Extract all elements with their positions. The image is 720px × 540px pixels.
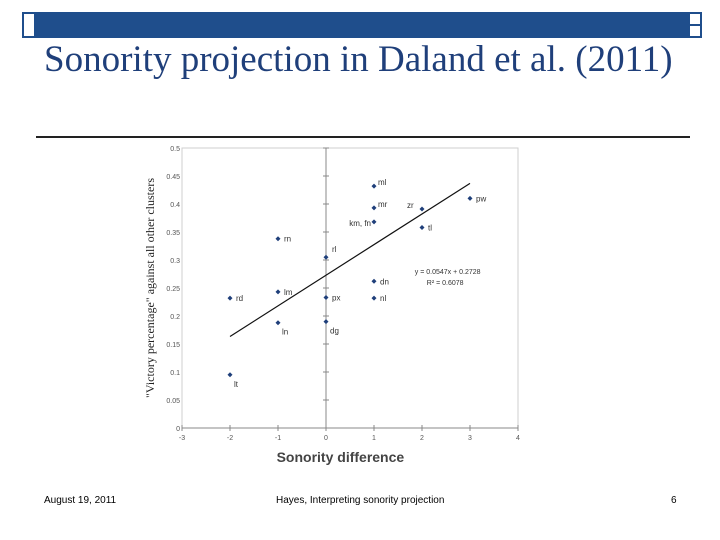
point-label: zr <box>407 201 414 210</box>
x-tick-label: 2 <box>420 435 424 442</box>
y-tick-label: 0.35 <box>166 230 180 237</box>
footer-date: August 19, 2011 <box>44 495 117 506</box>
data-point <box>227 295 233 301</box>
point-label: tl <box>428 224 432 233</box>
x-tick-label: 0 <box>324 435 328 442</box>
y-tick-label: 0.45 <box>166 174 180 181</box>
data-point <box>323 319 329 325</box>
x-tick-label: 3 <box>468 435 472 442</box>
page-number: 6 <box>671 495 677 506</box>
y-tick-label: 0.1 <box>170 370 180 377</box>
plot-area <box>181 147 519 429</box>
data-point <box>323 254 329 260</box>
data-point <box>371 205 377 211</box>
footer-title: Hayes, Interpreting sonority projection <box>276 495 445 506</box>
point-label: dn <box>380 277 389 286</box>
title-divider <box>36 136 690 138</box>
x-tick-label: 4 <box>516 435 520 442</box>
y-tick-label: 0.15 <box>166 342 180 349</box>
decorative-square-right-inner <box>688 24 702 38</box>
data-point <box>419 206 425 212</box>
y-tick-label: 0.5 <box>170 146 180 153</box>
x-tick-label: -3 <box>179 435 185 442</box>
data-point <box>371 183 377 189</box>
point-label: nl <box>380 294 386 303</box>
data-point <box>275 320 281 326</box>
x-tick-label: 1 <box>372 435 376 442</box>
data-point <box>323 295 329 301</box>
y-tick-label: 0.05 <box>166 398 180 405</box>
point-label: px <box>332 294 340 303</box>
x-tick-label: -2 <box>227 435 233 442</box>
point-label: mr <box>378 200 388 209</box>
point-label: rd <box>236 294 243 303</box>
data-point <box>419 225 425 231</box>
x-tick-label: -1 <box>275 435 281 442</box>
data-point <box>371 219 377 225</box>
y-tick-label: 0.4 <box>170 202 180 209</box>
trendline <box>229 182 471 338</box>
trendline-equation: y = 0.0547x + 0.2728 <box>415 269 481 276</box>
y-axis-label: "Victory percentage" against all other c… <box>143 178 157 398</box>
data-point <box>371 295 377 301</box>
data-point <box>275 289 281 295</box>
point-label: rn <box>284 235 291 244</box>
y-tick-label: 0 <box>176 426 180 433</box>
data-point <box>275 236 281 242</box>
point-label: lt <box>234 380 239 389</box>
y-tick-label: 0.2 <box>170 314 180 321</box>
slide-title: Sonority projection in Daland et al. (20… <box>44 39 673 80</box>
scatter-chart: 0 0.05 0.1 0.15 0.2 0.25 0.3 0.35 0.4 0.45 0.5 -3 -2… <box>143 146 520 465</box>
point-label: pw <box>476 194 486 203</box>
x-axis-label: Sonority difference <box>277 449 405 465</box>
data-point <box>227 372 233 378</box>
decorative-square-left <box>22 12 36 38</box>
title-accent-bar <box>22 12 688 38</box>
point-label: km, fn <box>349 219 371 228</box>
point-label: rl <box>332 245 337 254</box>
data-point <box>467 195 473 201</box>
point-label: ln <box>282 328 288 337</box>
r-squared-label: R² = 0.6078 <box>427 280 464 287</box>
point-label: dg <box>330 327 339 336</box>
data-point <box>371 278 377 284</box>
y-tick-label: 0.3 <box>170 258 180 265</box>
point-label: ml <box>378 178 387 187</box>
point-label: lm <box>284 288 293 297</box>
y-tick-label: 0.25 <box>166 286 180 293</box>
